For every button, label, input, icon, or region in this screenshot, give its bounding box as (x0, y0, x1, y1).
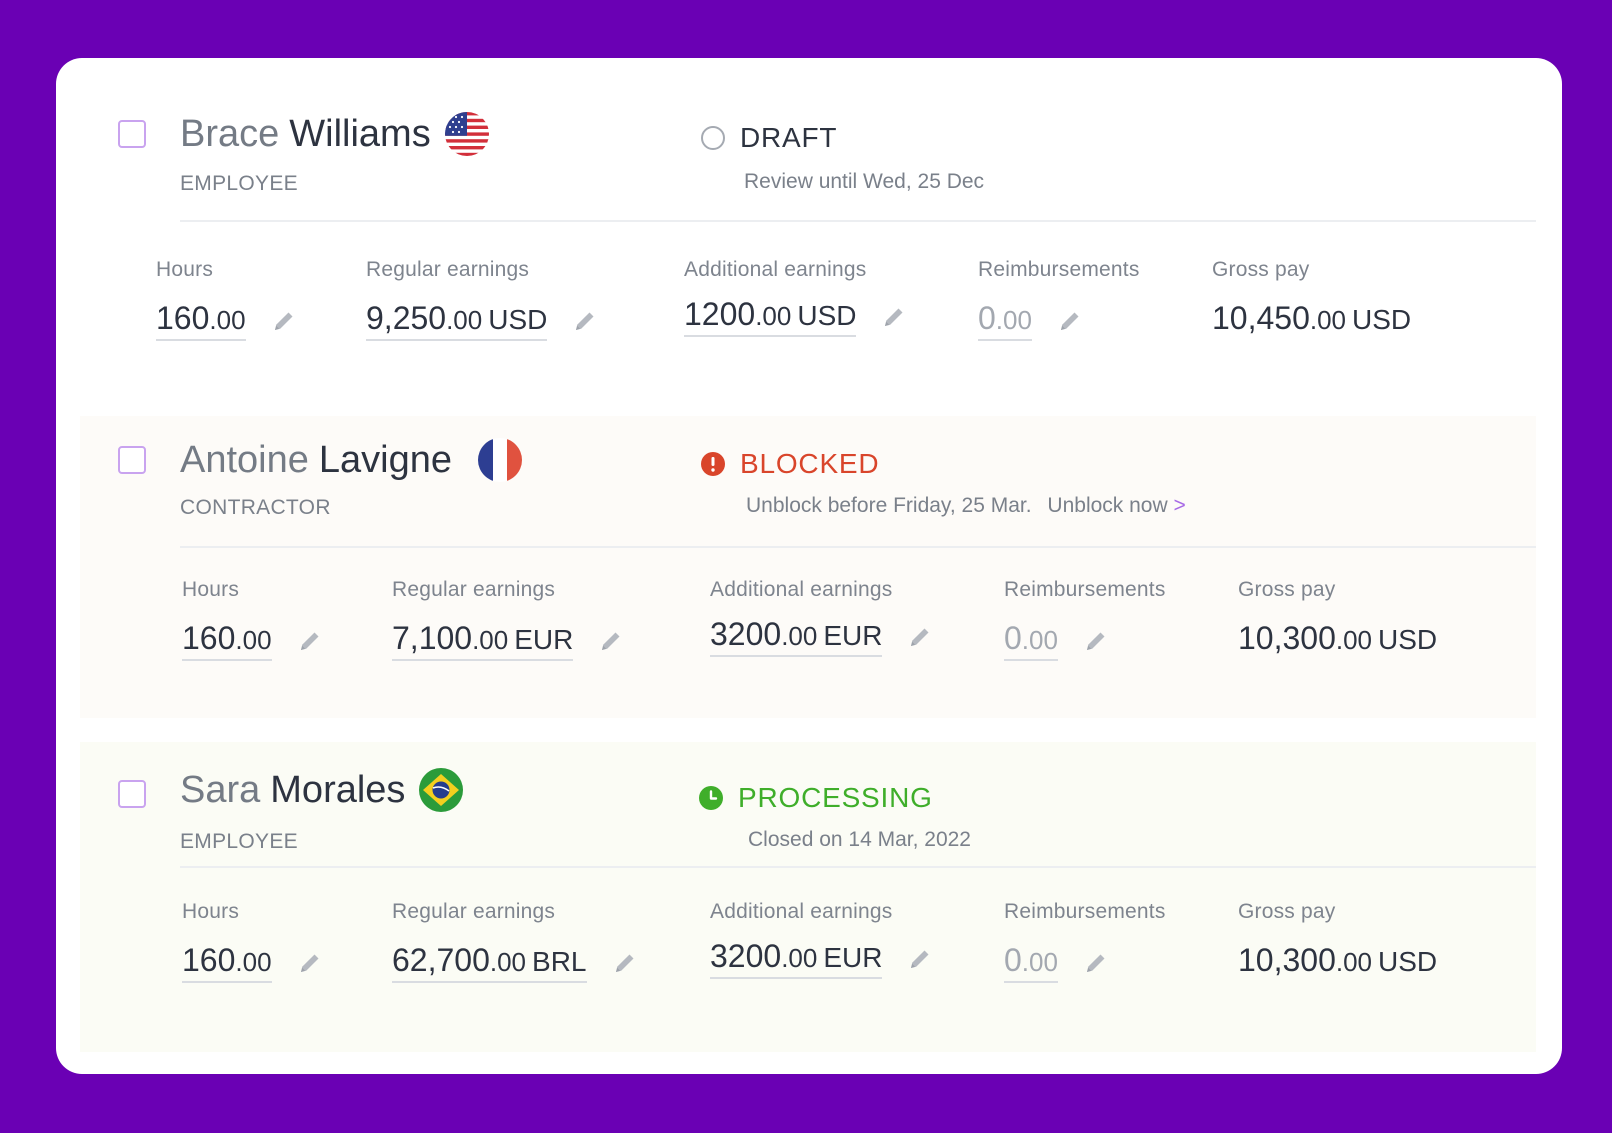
pencil-icon[interactable] (573, 309, 597, 333)
divider (180, 546, 1536, 548)
regular-earnings-label: Regular earnings (366, 258, 530, 281)
last-name: Lavigne (318, 438, 453, 481)
status-subtext: Unblock before Friday, 25 Mar. Unblock n… (746, 494, 1186, 518)
row-select-checkbox[interactable] (118, 446, 146, 474)
additional-earnings-label: Additional earnings (684, 258, 867, 281)
additional-earnings-label: Additional earnings (710, 900, 893, 923)
reimbursements-label: Reimbursements (1004, 900, 1166, 923)
status-text: DRAFT (740, 122, 838, 153)
pencil-icon[interactable] (298, 629, 322, 653)
reimbursements-field: Reimbursements 0.00 (978, 258, 1140, 341)
hours-field: Hours 160.00 (182, 578, 322, 661)
reimbursements-input[interactable]: 0.00 (1004, 620, 1058, 661)
payroll-card: Brace Williams (56, 58, 1562, 1074)
pencil-icon[interactable] (882, 305, 906, 329)
first-name: Brace (180, 112, 280, 155)
status-text: PROCESSING (738, 782, 933, 813)
reimbursements-input[interactable]: 0.00 (1004, 942, 1058, 983)
hours-label: Hours (182, 578, 240, 601)
hours-label: Hours (182, 900, 240, 923)
row-select-checkbox[interactable] (118, 120, 146, 148)
status-badge: BLOCKED (700, 448, 879, 480)
regular-earnings-field: Regular earnings 7,100.00 EUR (392, 578, 623, 661)
role-label: EMPLOYEE (180, 830, 298, 853)
regular-earnings-field: Regular earnings 62,700.00 BRL (392, 900, 637, 983)
hours-input[interactable]: 160.00 (156, 300, 246, 341)
pencil-icon[interactable] (599, 629, 623, 653)
regular-earnings-label: Regular earnings (392, 578, 556, 601)
gross-pay-label: Gross pay (1238, 578, 1336, 601)
exclamation-circle-icon (701, 452, 725, 476)
additional-earnings-input[interactable]: 1200.00 USD (684, 296, 857, 337)
gross-pay-field: Gross pay 10,300.00 USD (1238, 900, 1437, 979)
reimbursements-input[interactable]: 0.00 (978, 300, 1032, 341)
additional-earnings-field: Additional earnings 3200.00 EUR (710, 900, 932, 979)
pencil-icon[interactable] (1084, 629, 1108, 653)
status-badge: DRAFT (700, 122, 837, 154)
brazil-flag-icon (419, 768, 464, 812)
status-subtext: Closed on 14 Mar, 2022 (748, 828, 971, 851)
reimbursements-field: Reimbursements 0.00 (1004, 578, 1166, 661)
additional-earnings-field: Additional earnings 1200.00 USD (684, 258, 906, 337)
role-label: EMPLOYEE (180, 172, 298, 195)
payroll-row-antoine-lavigne: Antoine Lavigne CONTRACTOR BLOCKED Unblo… (80, 416, 1536, 718)
reimbursements-field: Reimbursements 0.00 (1004, 900, 1166, 983)
pencil-icon[interactable] (613, 951, 637, 975)
pencil-icon[interactable] (298, 951, 322, 975)
first-name: Sara (180, 768, 261, 811)
hours-label: Hours (156, 258, 214, 281)
person-name: Antoine Lavigne (180, 438, 523, 482)
first-name: Antoine (180, 438, 309, 481)
pencil-icon[interactable] (1058, 309, 1082, 333)
pencil-icon[interactable] (908, 625, 932, 649)
status-text: BLOCKED (740, 448, 880, 479)
regular-earnings-input[interactable]: 9,250.00 USD (366, 300, 548, 341)
clock-icon (699, 786, 723, 810)
row-select-checkbox[interactable] (118, 780, 146, 808)
pencil-icon[interactable] (908, 947, 932, 971)
gross-pay-label: Gross pay (1212, 258, 1310, 281)
divider (180, 866, 1536, 868)
last-name: Williams (289, 112, 431, 155)
regular-earnings-input[interactable]: 62,700.00 BRL (392, 942, 587, 983)
reimbursements-label: Reimbursements (978, 258, 1140, 281)
divider (180, 220, 1536, 222)
role-label: CONTRACTOR (180, 496, 331, 519)
gross-pay-value: 10,300.00 USD (1238, 620, 1438, 656)
additional-earnings-field: Additional earnings 3200.00 EUR (710, 578, 932, 657)
hours-input[interactable]: 160.00 (182, 620, 272, 661)
pencil-icon[interactable] (272, 309, 296, 333)
us-flag-icon (444, 112, 489, 156)
status-subtext: Review until Wed, 25 Dec (744, 170, 985, 193)
unblock-now-link[interactable]: Unblock now > (1047, 494, 1186, 517)
france-flag-icon (478, 438, 523, 482)
reimbursements-label: Reimbursements (1004, 578, 1166, 601)
payroll-row-brace-williams: Brace Williams (80, 58, 1536, 398)
additional-earnings-input[interactable]: 3200.00 EUR (710, 616, 883, 657)
gross-pay-field: Gross pay 10,450.00 USD (1212, 258, 1411, 337)
gross-pay-label: Gross pay (1238, 900, 1336, 923)
hours-input[interactable]: 160.00 (182, 942, 272, 983)
hours-field: Hours 160.00 (182, 900, 322, 983)
person-name: Sara Morales (180, 768, 464, 812)
empty-circle-icon (701, 126, 725, 150)
status-badge: PROCESSING (698, 782, 933, 814)
chevron-right-icon: > (1173, 494, 1186, 517)
last-name: Morales (270, 768, 406, 811)
gross-pay-value: 10,300.00 USD (1238, 942, 1438, 978)
additional-earnings-input[interactable]: 3200.00 EUR (710, 938, 883, 979)
gross-pay-value: 10,450.00 USD (1212, 300, 1412, 336)
pencil-icon[interactable] (1084, 951, 1108, 975)
regular-earnings-input[interactable]: 7,100.00 EUR (392, 620, 574, 661)
payroll-row-sara-morales: Sara Morales EMPLOYEE PROCESSING Closed … (80, 742, 1536, 1052)
additional-earnings-label: Additional earnings (710, 578, 893, 601)
status-subtext-text: Unblock before Friday, 25 Mar. (746, 494, 1032, 517)
regular-earnings-field: Regular earnings 9,250.00 USD (366, 258, 597, 341)
hours-field: Hours 160.00 (156, 258, 296, 341)
gross-pay-field: Gross pay 10,300.00 USD (1238, 578, 1437, 657)
regular-earnings-label: Regular earnings (392, 900, 556, 923)
person-name: Brace Williams (180, 112, 489, 156)
